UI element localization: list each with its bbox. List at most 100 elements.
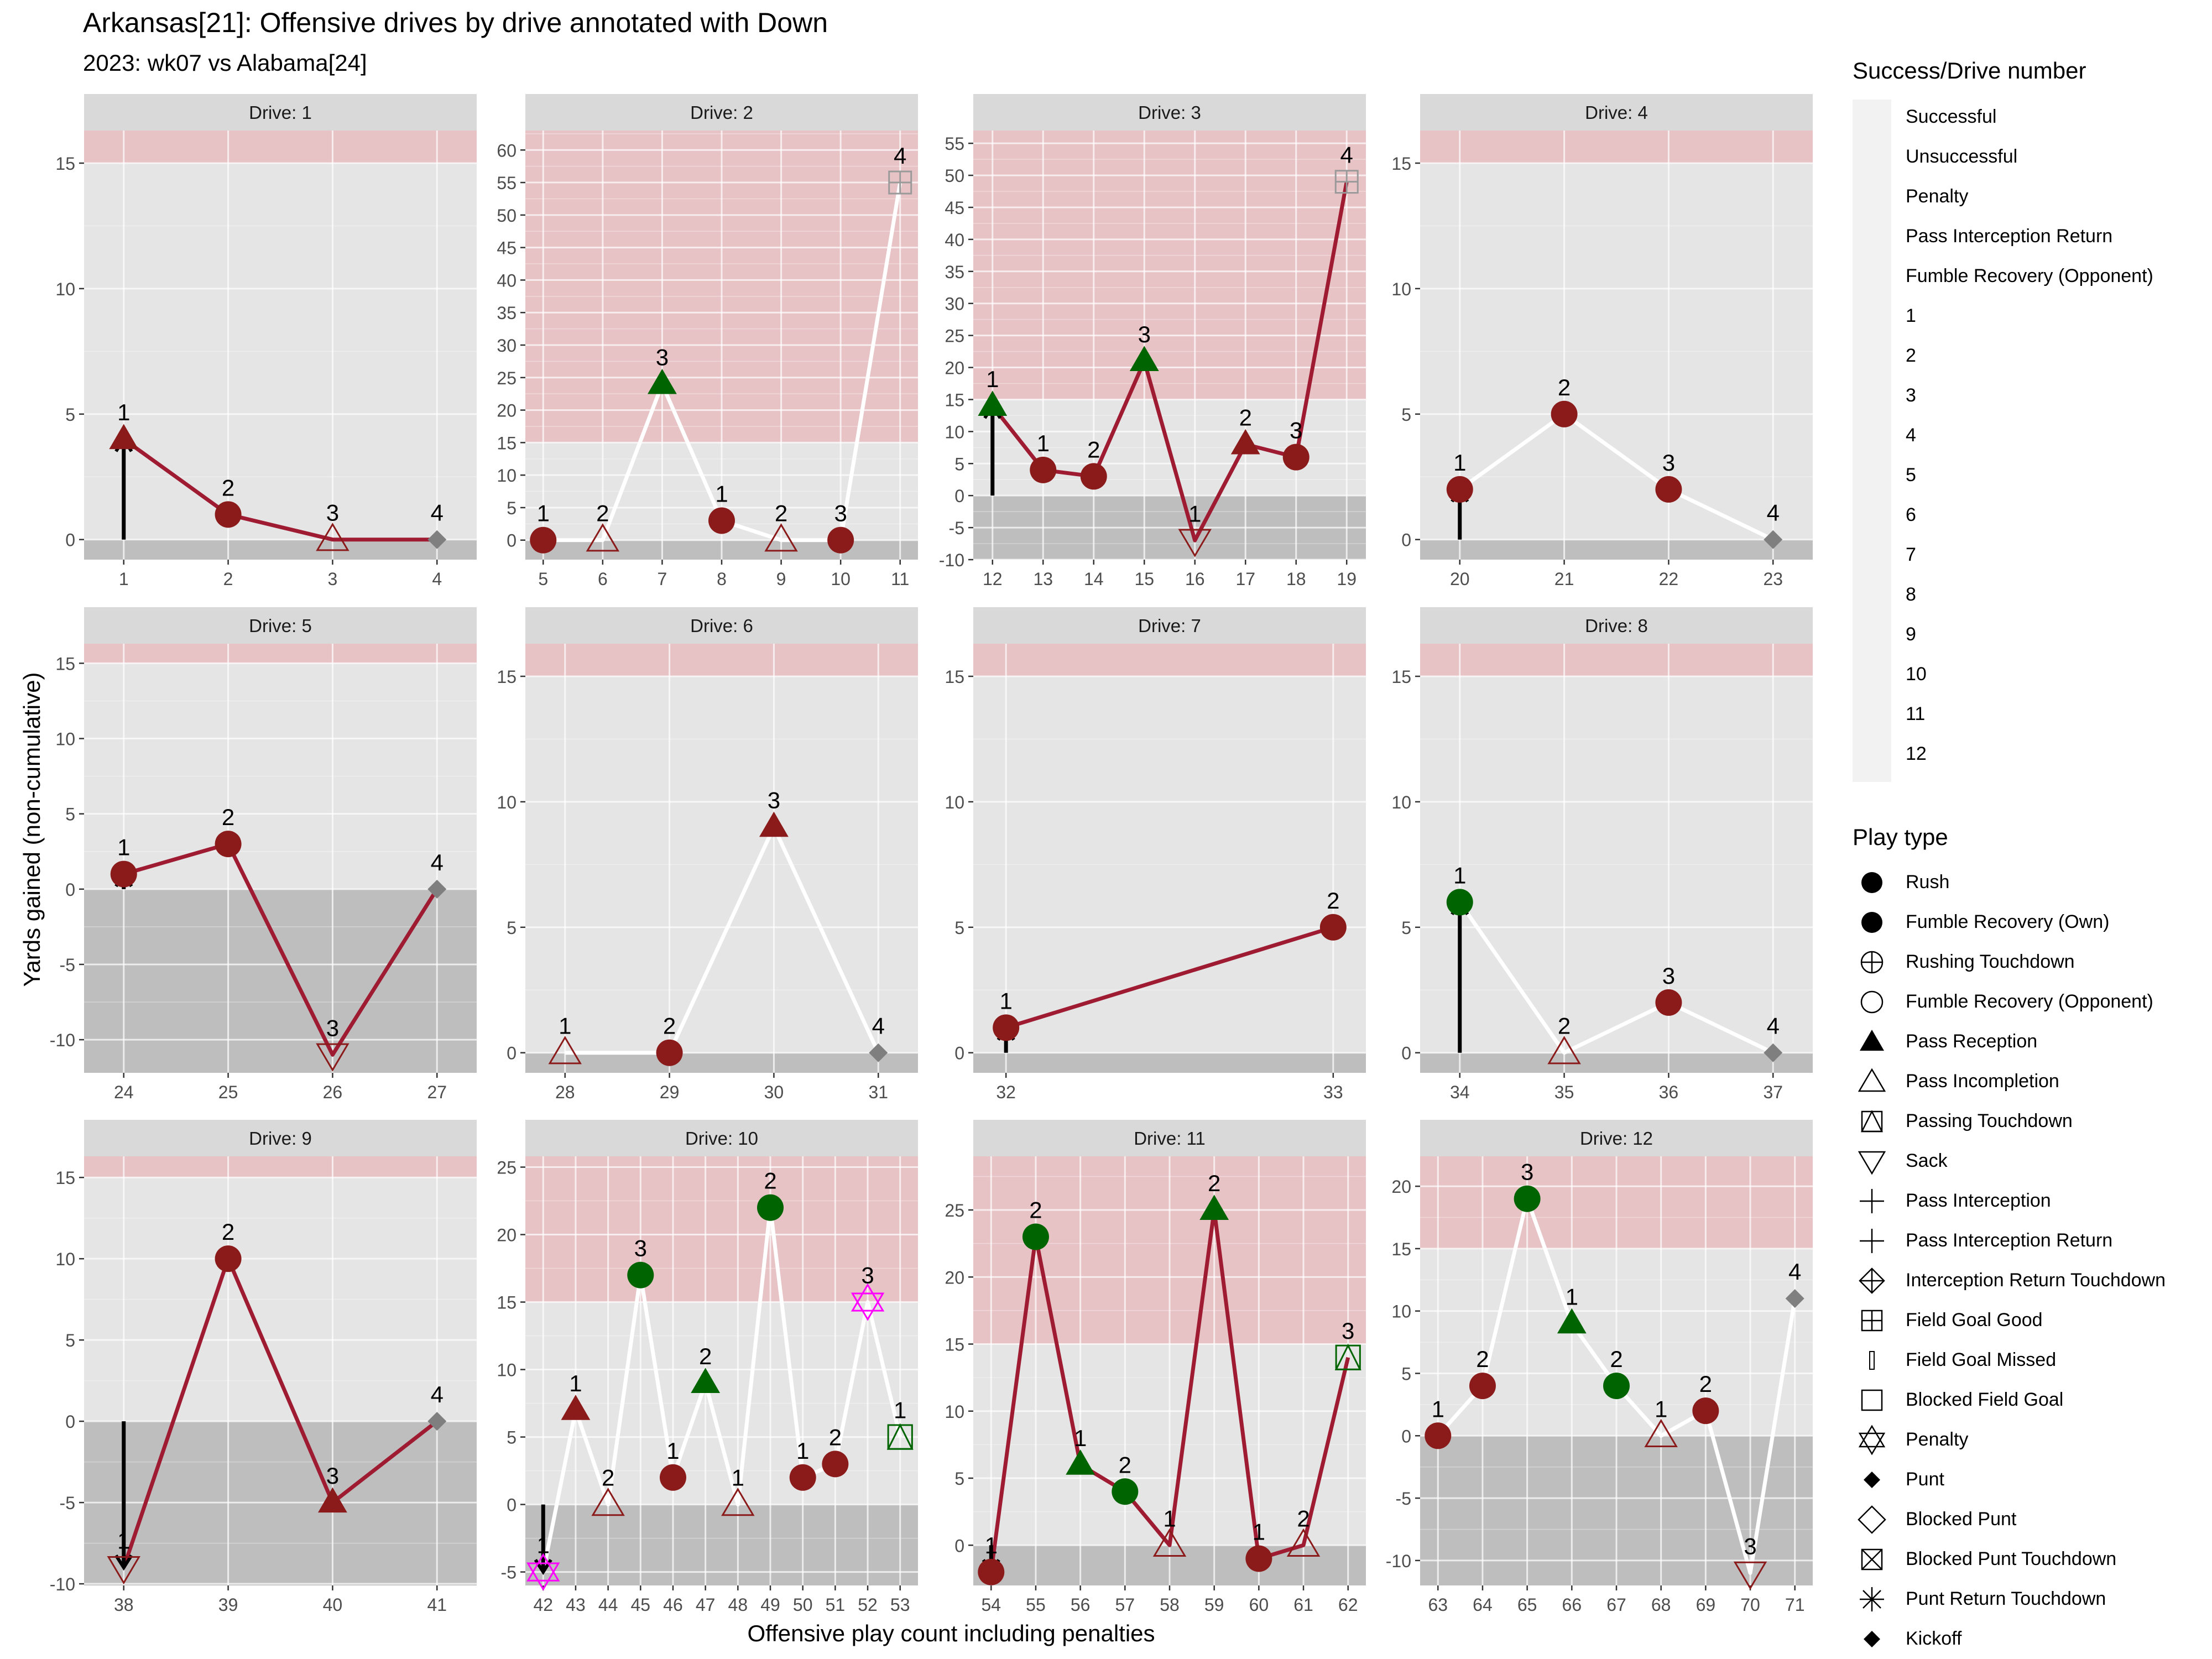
legend-success-label: 11 xyxy=(1906,703,1926,724)
y-tick-label: 10 xyxy=(55,279,75,299)
down-label: 2 xyxy=(1558,374,1571,400)
x-tick-label: 64 xyxy=(1473,1595,1493,1615)
play-marker xyxy=(1178,529,1212,557)
x-tick-label: 7 xyxy=(658,569,667,589)
x-tick-label: 22 xyxy=(1659,569,1679,589)
drive-panel-12: Drive: 12 -10 -5 0 5 10 15 20 63 64 65 66 67 68 69 70 71… xyxy=(1386,1120,1813,1615)
y-tick-label: 10 xyxy=(1391,279,1411,299)
legend-shape-star-david xyxy=(1858,1425,1886,1448)
down-label: 1 xyxy=(1453,862,1466,888)
y-tick-label: 60 xyxy=(497,140,517,160)
drive-panel-2: Drive: 2 0 5 10 15 20 25 30 35 40 45 50 55 60 5 6 7 8 9 10 1… xyxy=(497,94,918,589)
down-label: 4 xyxy=(431,1381,444,1407)
x-tick-label: 41 xyxy=(427,1595,447,1615)
play-marker xyxy=(1230,429,1260,455)
down-label: 3 xyxy=(326,500,339,526)
legend-shape-square-x-cross xyxy=(1861,1549,1882,1570)
x-tick-label: 70 xyxy=(1740,1595,1760,1615)
legend-success-label: Unsuccessful xyxy=(1906,146,2018,167)
drive-panel-9: Drive: 9 -10 -5 0 5 10 15 38 39 40 41 1 2 3 4 xyxy=(50,1120,477,1615)
facet-strip-label: Drive: 8 xyxy=(1585,615,1648,636)
x-tick-label: 57 xyxy=(1115,1595,1135,1615)
x-tick-label: 25 xyxy=(218,1082,238,1102)
facet-strip xyxy=(1420,1120,1813,1156)
y-tick-label: 10 xyxy=(1391,1302,1411,1322)
facet-strip xyxy=(973,94,1366,131)
play-marker-inner xyxy=(1334,1343,1361,1370)
down-label: 4 xyxy=(1767,500,1780,526)
negative-yards-band xyxy=(1420,539,1813,560)
down-label: 2 xyxy=(1087,436,1100,462)
y-tick-label: 5 xyxy=(1401,1364,1411,1384)
play-marker xyxy=(1785,1289,1804,1308)
legend-playtype-label: Blocked Field Goal xyxy=(1906,1389,2064,1410)
play-marker xyxy=(1245,1545,1272,1572)
panel-background xyxy=(973,644,1366,1073)
y-tick-label: 5 xyxy=(1401,918,1411,938)
y-tick-label: 10 xyxy=(945,792,964,812)
y-tick-label: 35 xyxy=(945,262,964,282)
down-label: 4 xyxy=(872,1013,885,1039)
play-marker xyxy=(109,424,139,450)
y-axis-label: Yards gained (non-cumulative) xyxy=(19,672,45,987)
x-tick-label: 62 xyxy=(1338,1595,1358,1615)
play-marker xyxy=(427,1412,447,1431)
play-marker xyxy=(1469,1373,1496,1400)
y-tick-label: 20 xyxy=(497,401,517,421)
y-tick-label: -10 xyxy=(50,1030,75,1050)
legend-playtype-label: Penalty xyxy=(1906,1429,1969,1450)
y-tick-label: 5 xyxy=(1401,405,1411,425)
legend-shape-diamond-small xyxy=(1864,1472,1880,1488)
play-marker xyxy=(1764,1043,1783,1062)
down-label: 1 xyxy=(1432,1396,1444,1422)
x-tick-label: 37 xyxy=(1763,1082,1783,1102)
negative-yards-band xyxy=(84,889,477,1073)
drive-panel-1: Drive: 1 0 5 10 15 1 2 3 4 1 2 3 4 xyxy=(55,94,477,589)
facet-strip xyxy=(84,607,477,644)
facet-strip-label: Drive: 4 xyxy=(1585,102,1648,123)
y-tick-label: 5 xyxy=(65,805,75,825)
down-label: 3 xyxy=(1662,450,1675,476)
legend-shape-square-x xyxy=(1861,1548,1883,1571)
down-label: 1 xyxy=(666,1438,679,1464)
play-marker xyxy=(978,1558,1005,1585)
play-marker xyxy=(764,523,798,552)
x-tick-label: 12 xyxy=(983,569,1003,589)
legend-playtype-label: Rushing Touchdown xyxy=(1906,951,2075,972)
y-tick-label: 25 xyxy=(497,1158,517,1178)
legend-playtype-label: Fumble Recovery (Own) xyxy=(1906,911,2110,932)
y-tick-label: 15 xyxy=(945,1335,964,1355)
red-zone-band xyxy=(1420,131,1813,163)
play-marker xyxy=(1030,456,1057,483)
down-label: 2 xyxy=(1610,1346,1623,1372)
play-marker-inner xyxy=(851,1292,885,1321)
legend-success-label: Pass Interception Return xyxy=(1906,226,2113,247)
negative-yards-band xyxy=(973,1052,1366,1073)
down-label: 2 xyxy=(1208,1170,1220,1196)
x-tick-label: 59 xyxy=(1204,1595,1224,1615)
y-tick-label: 15 xyxy=(1391,154,1411,174)
down-label: 1 xyxy=(732,1465,744,1491)
play-marker xyxy=(978,390,1008,416)
legend-success-label: 3 xyxy=(1906,385,1916,406)
legend-success-label: 6 xyxy=(1906,504,1916,525)
negative-yards-band xyxy=(84,539,477,560)
x-tick-label: 67 xyxy=(1606,1595,1626,1615)
play-marker xyxy=(659,1464,686,1491)
y-tick-label: 0 xyxy=(954,1536,964,1556)
play-marker xyxy=(759,811,789,837)
y-tick-label: 25 xyxy=(497,368,517,388)
panel-background xyxy=(1420,644,1813,1073)
y-tick-label: 10 xyxy=(497,466,517,486)
red-zone-band xyxy=(84,644,477,664)
x-tick-label: 26 xyxy=(323,1082,343,1102)
play-marker xyxy=(627,1261,654,1288)
play-marker xyxy=(1446,476,1473,503)
legend-playtype-label: Rush xyxy=(1906,872,1950,893)
x-tick-label: 9 xyxy=(776,569,786,589)
play-marker xyxy=(1022,1223,1049,1250)
play-marker xyxy=(1425,1422,1452,1449)
play-marker xyxy=(526,1553,560,1582)
